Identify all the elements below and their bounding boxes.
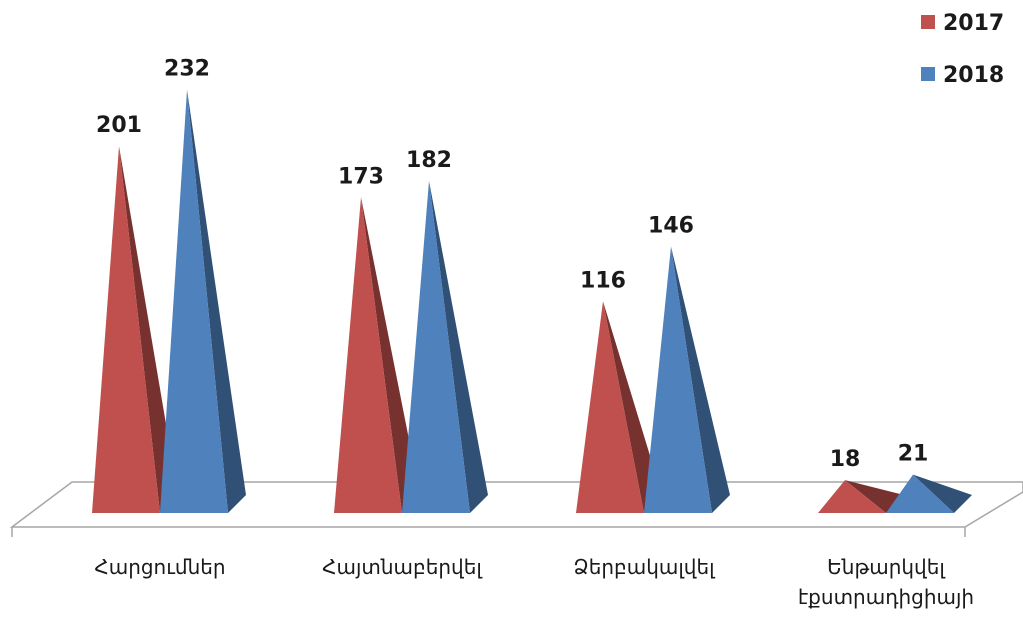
data-label-2017-4: 18	[830, 447, 861, 472]
bar-side-face	[603, 301, 662, 513]
bar-front-face	[644, 246, 712, 514]
bar-side-face	[361, 197, 420, 513]
data-label-2018-3: 146	[648, 214, 694, 239]
category-labels: Հարցումներ Հայտնաբերվել Ձերբակալվել Ենթարկվ…	[94, 555, 974, 609]
bar-front-face	[402, 180, 470, 513]
pyramid-bar-2017-1	[92, 146, 178, 514]
bar-front-face	[92, 146, 160, 514]
legend-swatch-2018	[921, 67, 935, 81]
bar-front-face	[576, 301, 644, 513]
legend: 2017 2018	[921, 11, 1004, 88]
plot-area	[92, 89, 972, 514]
data-label-2018-1: 232	[164, 57, 210, 82]
pyramid-bar-2018-3	[644, 246, 730, 514]
bar-side-face	[845, 480, 904, 513]
category-label-4: էքստրադիցիայի	[798, 585, 974, 609]
pyramid-bar-2017-3	[576, 301, 662, 513]
floor-plane	[9, 481, 1023, 528]
legend-swatch-2017	[921, 15, 935, 29]
category-label-2: Հայտնաբերվել	[322, 555, 483, 579]
data-label-2018-2: 182	[406, 148, 452, 173]
bar-side-face	[187, 89, 246, 513]
bar-front-face	[818, 480, 886, 513]
data-label-2018-4: 21	[898, 442, 929, 467]
bar-side-face	[671, 246, 730, 514]
bar-front-face	[334, 197, 402, 513]
pyramid-bar-2018-4	[886, 474, 972, 513]
data-label-2017-2: 173	[338, 164, 384, 189]
bar-side-face	[119, 146, 178, 514]
pyramid-bar-2018-1	[160, 89, 246, 513]
data-label-2017-3: 116	[580, 268, 626, 293]
data-label-2017-1: 201	[96, 113, 142, 138]
category-label-1: Հարցումներ	[94, 555, 225, 579]
pyramid-bar-2017-4	[818, 480, 904, 513]
legend-label-2018: 2018	[943, 63, 1004, 88]
category-label-3: Ձերբակալվել	[573, 555, 716, 579]
bar-side-face	[429, 180, 488, 513]
data-labels: 201 232 173 182 116 146 18 21	[96, 57, 928, 473]
legend-label-2017: 2017	[943, 11, 1004, 36]
chart-floor	[9, 481, 1023, 537]
pyramid-bar-2017-2	[334, 197, 420, 513]
bar-side-face	[913, 474, 972, 513]
category-label-4: Ենթարկվել	[827, 555, 946, 579]
pyramid-bar-2018-2	[402, 180, 488, 513]
bar-front-face	[886, 474, 954, 513]
bar-front-face	[160, 89, 228, 513]
